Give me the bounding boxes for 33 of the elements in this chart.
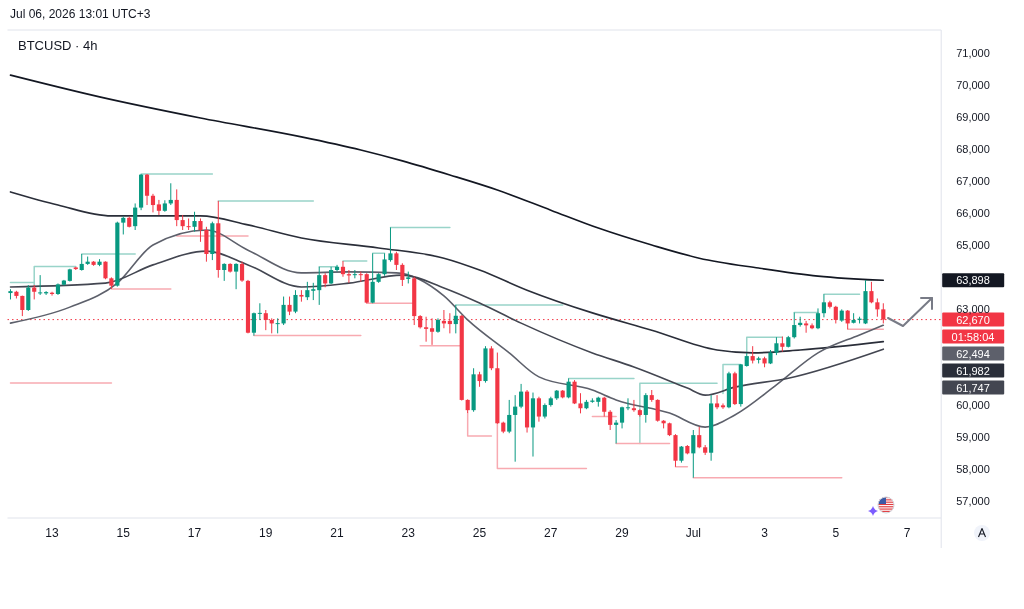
x-tick-label: 23	[401, 526, 416, 540]
chart-subtitle: Jul 06, 2026 13:01 UTC+3	[10, 7, 151, 21]
x-tick-label: 27	[544, 526, 558, 540]
x-tick-label: 7	[903, 526, 911, 540]
x-tick-label: 15	[116, 526, 131, 540]
y-tick-label: 69,000	[956, 111, 990, 124]
y-tick-label: 60,000	[956, 399, 990, 412]
x-tick-label: 3	[761, 526, 769, 540]
text: 01:58:04	[951, 330, 995, 343]
y-tick-label: 71,000	[956, 47, 990, 60]
y-tick-label: 67,000	[956, 175, 990, 188]
text: 61,982	[956, 364, 990, 377]
x-tick-label: 25	[472, 526, 487, 540]
y-tick-label: 57,000	[956, 495, 990, 508]
x-tick-label: Jul	[685, 526, 701, 540]
x-tick-label: 29	[615, 526, 630, 540]
x-tick-label: 19	[259, 526, 273, 540]
x-tick-label: 5	[832, 526, 840, 540]
x-tick-label: 13	[45, 526, 60, 540]
y-tick-label: 68,000	[956, 143, 990, 156]
y-tick-label: 63,000	[956, 303, 990, 316]
text: 61,747	[956, 381, 990, 394]
y-tick-label: 66,000	[956, 207, 990, 220]
text: BTCUSD · 4h	[18, 38, 98, 53]
y-tick-label: 65,000	[956, 239, 990, 252]
y-tick-label: 58,000	[956, 463, 990, 476]
text: 63,898	[956, 274, 990, 287]
y-tick-label: 70,000	[956, 79, 990, 92]
y-tick-label: 59,000	[956, 431, 990, 444]
ref-line-label: 62,670	[956, 313, 990, 326]
text: 62,494	[956, 347, 990, 360]
x-tick-label: 17	[187, 526, 202, 540]
x-tick-label: 21	[330, 526, 345, 540]
